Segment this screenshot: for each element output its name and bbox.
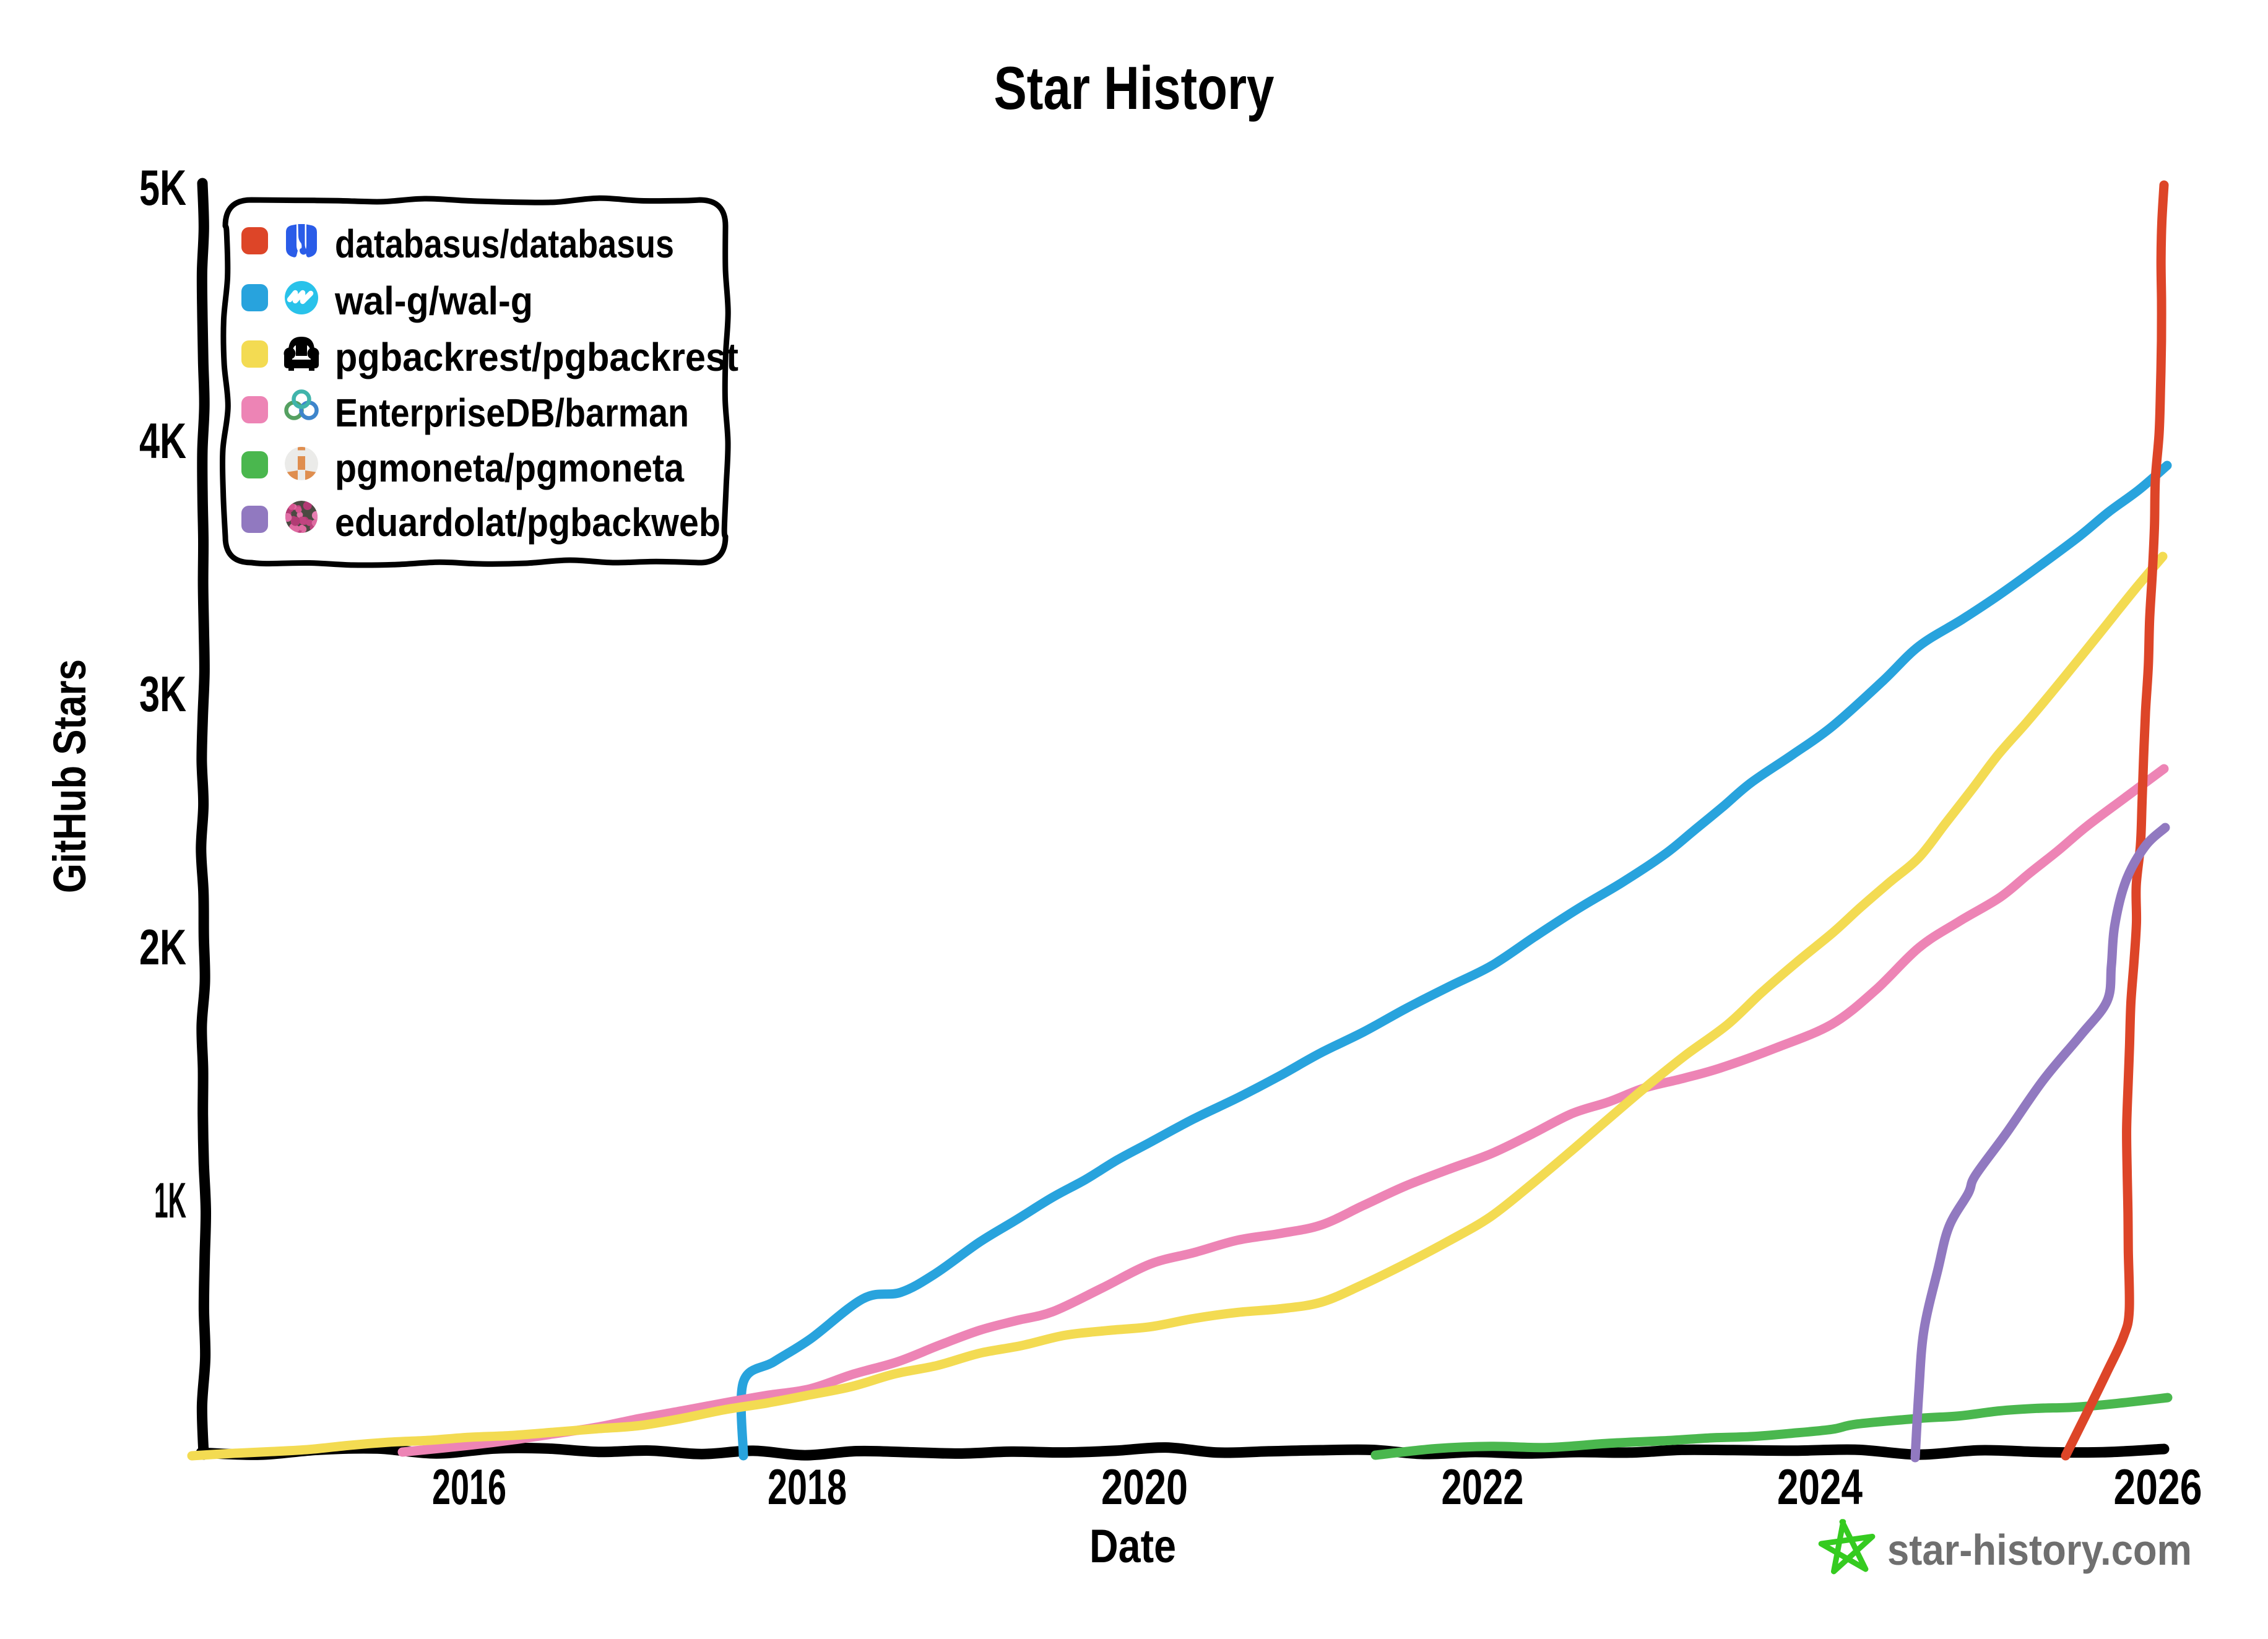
- svg-text:5K: 5K: [139, 160, 186, 216]
- svg-text:GitHub Stars: GitHub Stars: [44, 659, 95, 893]
- svg-text:2026: 2026: [2114, 1460, 2202, 1515]
- svg-text:2K: 2K: [139, 920, 186, 975]
- svg-text:2024: 2024: [1777, 1460, 1863, 1515]
- svg-text:2020: 2020: [1101, 1460, 1188, 1515]
- svg-text:pgbackrest/pgbackrest: pgbackrest/pgbackrest: [335, 335, 738, 379]
- svg-text:Date: Date: [1089, 1520, 1176, 1573]
- svg-text:1K: 1K: [154, 1173, 186, 1229]
- svg-text:eduardolat/pgbackweb: eduardolat/pgbackweb: [335, 500, 721, 545]
- svg-text:databasus/databasus: databasus/databasus: [335, 222, 674, 266]
- svg-text:Star History: Star History: [994, 54, 1275, 122]
- svg-text:star-history.com: star-history.com: [1887, 1526, 2192, 1574]
- svg-text:EnterpriseDB/barman: EnterpriseDB/barman: [335, 391, 689, 435]
- svg-text:wal-g/wal-g: wal-g/wal-g: [334, 279, 533, 323]
- svg-text:2018: 2018: [768, 1460, 847, 1515]
- svg-text:2022: 2022: [1442, 1460, 1524, 1515]
- svg-text:2016: 2016: [432, 1460, 506, 1515]
- svg-text:pgmoneta/pgmoneta: pgmoneta/pgmoneta: [335, 446, 684, 490]
- svg-text:3K: 3K: [139, 667, 186, 722]
- svg-text:4K: 4K: [139, 413, 186, 469]
